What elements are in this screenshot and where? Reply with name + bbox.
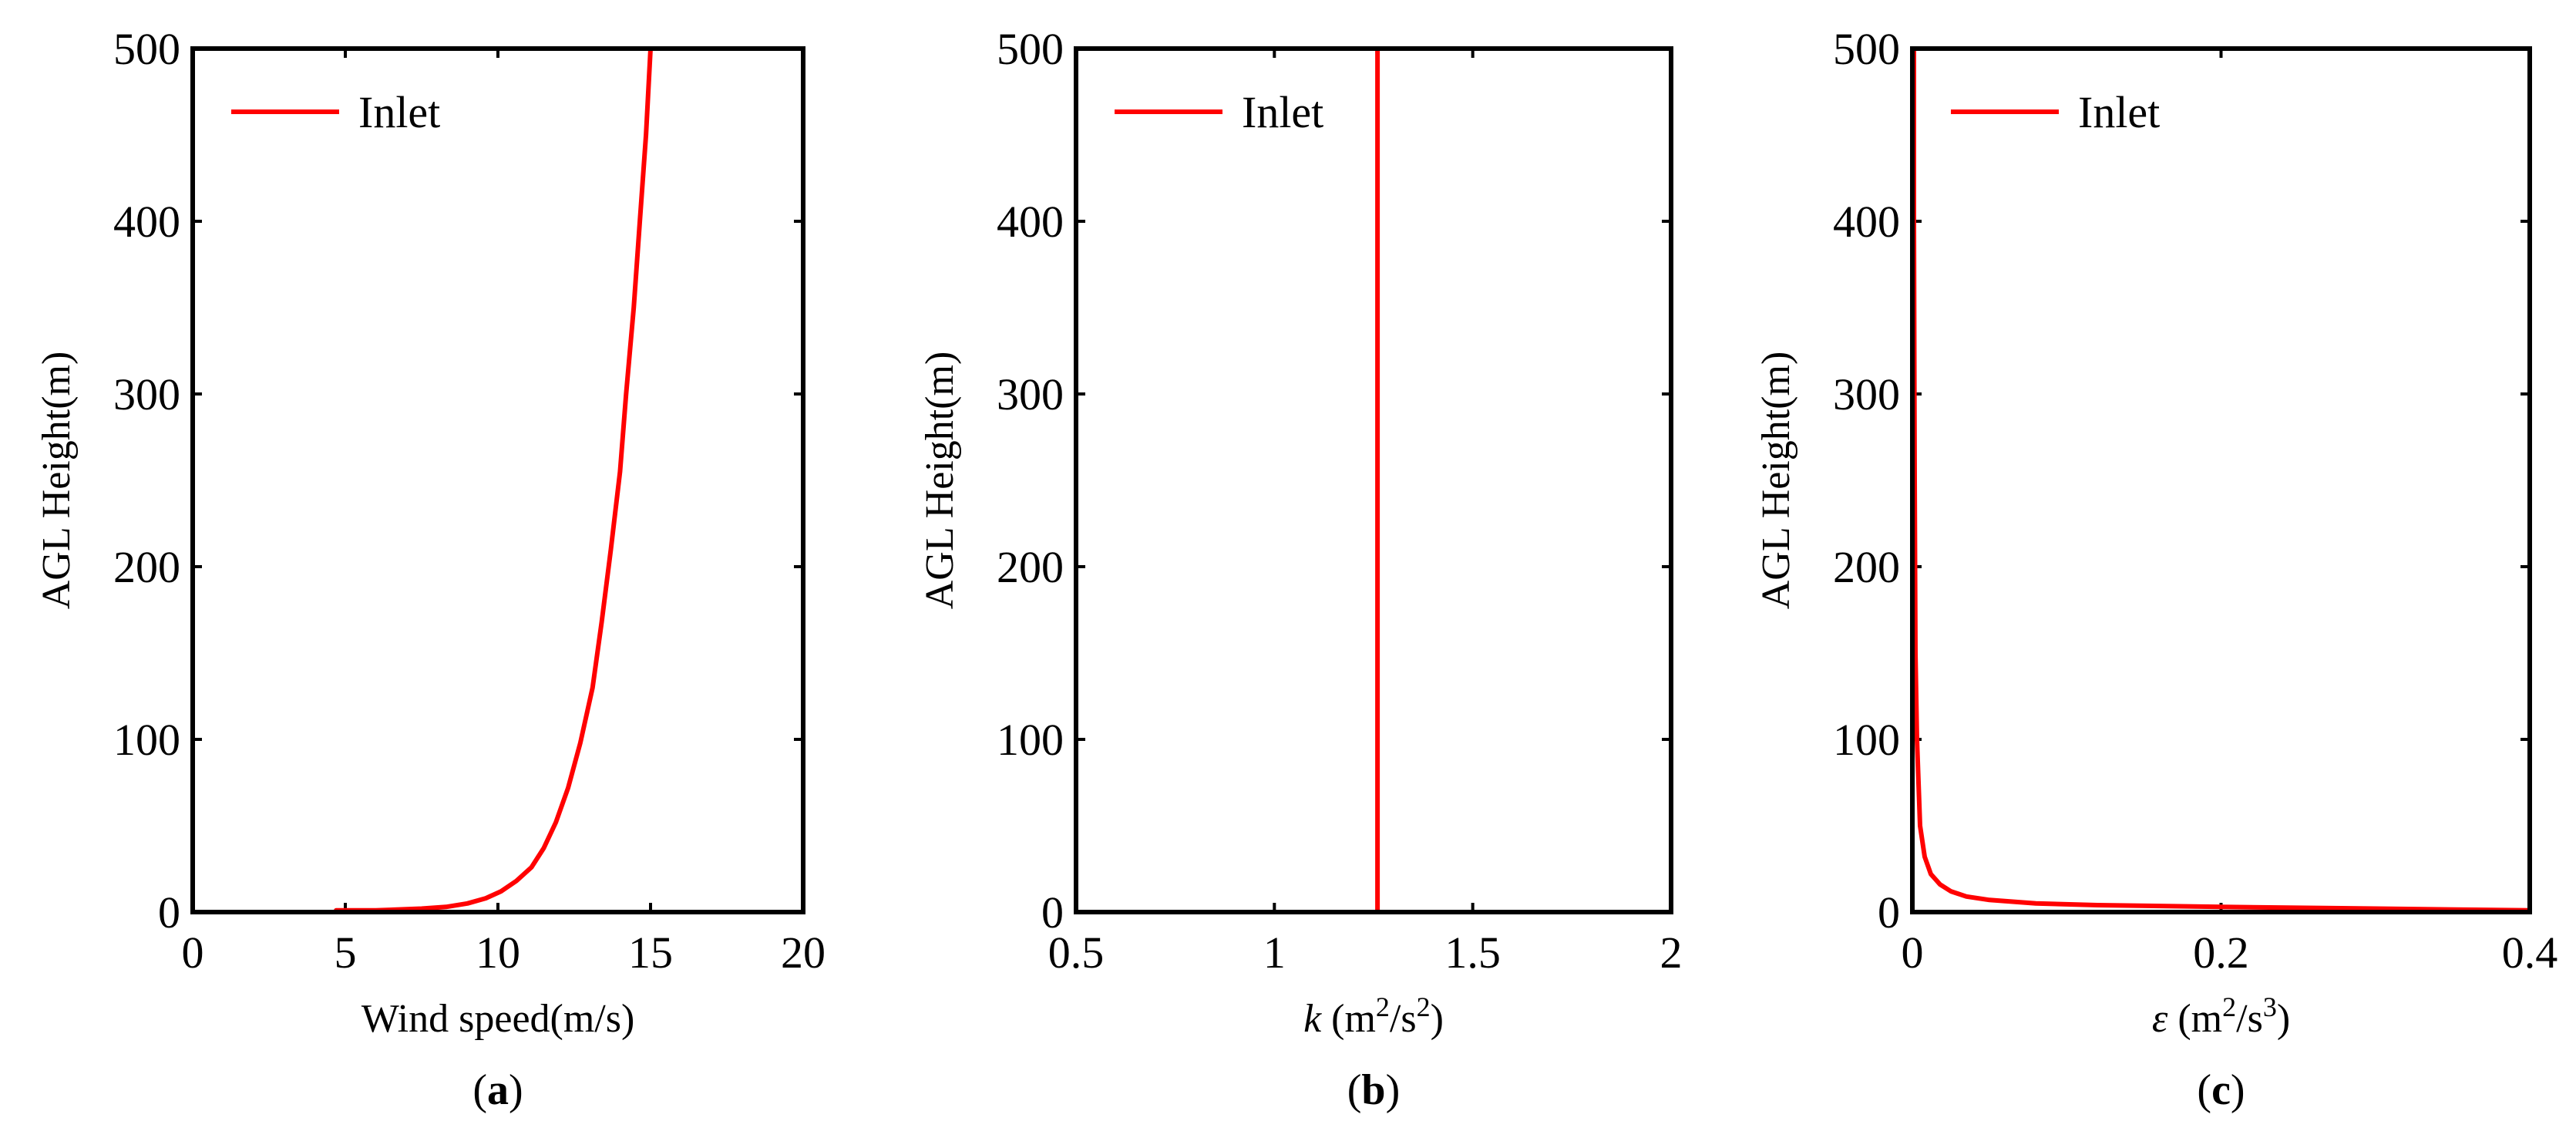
x-tick-label: 0.4 (2502, 927, 2558, 978)
y-tick-label: 400 (1833, 197, 1900, 247)
x-axis-title: Wind speed(m/s) (362, 997, 635, 1041)
series-line-inlet (1912, 46, 2532, 913)
y-tick-label: 0 (1041, 887, 1064, 938)
x-axis-title-part: k (1303, 997, 1322, 1041)
chart-panel-c: 0 0.2 0.4 0 100 200 300 400 500 Inlet AGL Height(m… (1754, 24, 2558, 1114)
y-tick-label: 0 (1878, 887, 1900, 938)
panel-label: (b) (1347, 1066, 1400, 1114)
y-tick-label: 100 (1833, 715, 1900, 765)
x-tick-label: 0.2 (2193, 927, 2249, 978)
y-tick-label: 200 (1833, 542, 1900, 592)
x-axis-title-part: ) (2277, 997, 2290, 1041)
legend-label: Inlet (358, 87, 440, 137)
x-tick-label: 10 (476, 927, 520, 978)
x-axis-title-part: /s (2236, 997, 2263, 1041)
legend-label: Inlet (1242, 87, 1323, 137)
y-tick-label: 0 (158, 887, 180, 938)
panel-label: (a) (472, 1066, 523, 1114)
x-tick-label: 15 (628, 927, 673, 978)
x-axis-title-part: Wind speed(m/s) (362, 997, 635, 1041)
panel-letter: b (1361, 1066, 1385, 1114)
x-axis-title: ε (m2/s3) (2152, 991, 2290, 1041)
y-tick-label: 300 (997, 369, 1064, 419)
y-tick-label: 400 (113, 197, 180, 247)
y-tick-label: 100 (997, 715, 1064, 765)
panel-letter: c (2211, 1066, 2231, 1114)
y-tick-label: 500 (113, 24, 180, 74)
plot-frame (1910, 46, 2532, 914)
x-tick-label: 1 (1263, 927, 1286, 978)
y-axis-title: AGL Height(m) (35, 352, 79, 610)
x-axis-title: k (m2/s2) (1303, 991, 1444, 1041)
y-tick-label: 200 (113, 542, 180, 592)
panel-letter: a (487, 1066, 509, 1114)
x-tick-label: 2 (1660, 927, 1683, 978)
y-tick-label: 200 (997, 542, 1064, 592)
y-tick-label: 500 (997, 24, 1064, 74)
x-tick-label: 1.5 (1444, 927, 1501, 978)
x-axis-title-part: ε (2152, 997, 2168, 1041)
x-axis-title-part: 3 (2263, 991, 2277, 1022)
series-line-inlet (334, 46, 653, 913)
y-tick-label: 100 (113, 715, 180, 765)
x-axis-title-part: (m (2167, 997, 2222, 1041)
y-axis-title: AGL Height(m) (918, 352, 962, 610)
x-axis-title-part: ) (1431, 997, 1444, 1041)
panel-label: (c) (2197, 1066, 2245, 1114)
y-tick-label: 300 (113, 369, 180, 419)
x-axis-title-part: 2 (2222, 991, 2236, 1022)
x-tick-label: 5 (335, 927, 357, 978)
x-axis-title-part: 2 (1376, 991, 1390, 1022)
x-tick-label: 0 (1902, 927, 1924, 978)
plot-frame (1074, 46, 1673, 914)
y-tick-label: 500 (1833, 24, 1900, 74)
y-axis-title: AGL Height(m) (1754, 352, 1798, 610)
plot-frame (190, 46, 805, 914)
x-axis-title-part: /s (1390, 997, 1417, 1041)
x-tick-label: 0 (182, 927, 204, 978)
y-tick-label: 300 (1833, 369, 1900, 419)
legend-label: Inlet (2078, 87, 2160, 137)
x-tick-label: 0.5 (1048, 927, 1105, 978)
x-axis-title-part: (m (1321, 997, 1376, 1041)
x-tick-label: 20 (781, 927, 826, 978)
x-axis-title-part: 2 (1417, 991, 1431, 1022)
chart-panel-b: 0.5 1 1.5 2 0 100 200 300 400 500 Inlet AGL Height(… (918, 24, 1683, 1114)
y-tick-label: 400 (997, 197, 1064, 247)
